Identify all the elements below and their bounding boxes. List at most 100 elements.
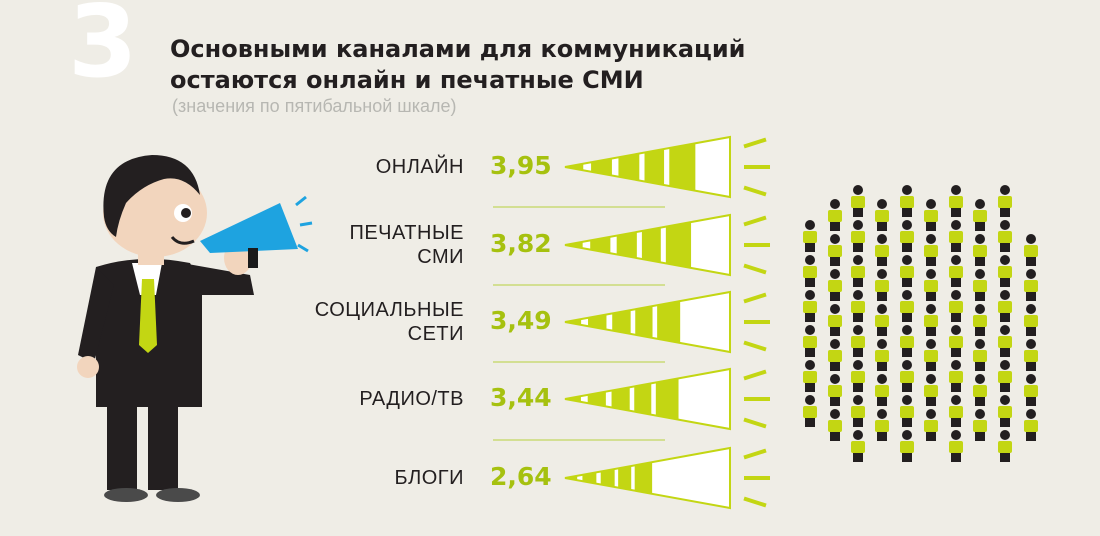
audience-person [875, 269, 889, 301]
audience-person [803, 255, 817, 287]
row-divider [493, 361, 665, 363]
audience-person [924, 304, 938, 336]
audience-person [949, 220, 963, 252]
audience-person [949, 325, 963, 357]
audience-person [924, 234, 938, 266]
audience-person [828, 339, 842, 371]
value-label: 3,44 [490, 383, 552, 412]
value-cone [564, 135, 731, 199]
audience-person [1024, 234, 1038, 266]
value-cone [564, 213, 731, 277]
audience-person [803, 220, 817, 252]
value-cone [564, 367, 731, 431]
audience-person [851, 255, 865, 287]
audience-person [949, 255, 963, 287]
audience-person [851, 430, 865, 462]
audience-person [875, 409, 889, 441]
audience-person [1024, 374, 1038, 406]
audience-person [924, 409, 938, 441]
audience-person [900, 360, 914, 392]
sound-dash [743, 263, 767, 275]
audience-person [803, 395, 817, 427]
audience-person [851, 395, 865, 427]
sound-dash [743, 496, 767, 508]
audience-person [851, 220, 865, 252]
title-line-2: остаются онлайн и печатные СМИ [170, 66, 644, 94]
category-label-line: ПЕЧАТНЫЕ [349, 222, 464, 244]
category-label: РАДИО/ТВ [264, 387, 464, 411]
sound-dash [743, 448, 767, 460]
value-label: 2,64 [490, 462, 552, 491]
category-label-line: БЛОГИ [394, 467, 464, 489]
audience-person [973, 409, 987, 441]
subtitle: (значения по пятибальной шкале) [172, 96, 457, 116]
audience-person [900, 220, 914, 252]
audience-person [803, 360, 817, 392]
audience-person [973, 304, 987, 336]
audience-person [949, 360, 963, 392]
sound-dash [743, 137, 767, 149]
audience-person [924, 339, 938, 371]
audience-person [924, 199, 938, 231]
speaker-figure [77, 155, 313, 502]
audience-person [851, 360, 865, 392]
audience-person [900, 325, 914, 357]
row-divider [493, 284, 665, 286]
audience-person [803, 325, 817, 357]
audience-person [1024, 409, 1038, 441]
audience-person [875, 304, 889, 336]
category-label-line: СМИ [417, 246, 464, 268]
title-line-1: Основными каналами для коммуникаций [170, 35, 746, 63]
audience-person [851, 325, 865, 357]
audience-person [900, 255, 914, 287]
value-label: 3,95 [490, 151, 552, 180]
audience-crowd [803, 185, 1038, 462]
audience-person [998, 290, 1012, 322]
audience-person [875, 234, 889, 266]
audience-person [949, 185, 963, 217]
audience-person [828, 199, 842, 231]
audience-person [998, 395, 1012, 427]
row-divider [493, 206, 665, 208]
audience-person [998, 220, 1012, 252]
sound-dash [743, 215, 767, 227]
category-label: СОЦИАЛЬНЫЕ СЕТИ [264, 298, 464, 346]
sound-dash [743, 185, 767, 197]
audience-person [949, 395, 963, 427]
audience-person [973, 339, 987, 371]
audience-person [1024, 339, 1038, 371]
audience-person [900, 290, 914, 322]
audience-person [998, 430, 1012, 462]
audience-person [851, 185, 865, 217]
audience-person [924, 374, 938, 406]
audience-person [803, 290, 817, 322]
audience-person [973, 374, 987, 406]
section-number: 3 [68, 0, 138, 100]
audience-person [924, 269, 938, 301]
category-label: ОНЛАЙН [264, 155, 464, 179]
category-label: БЛОГИ [264, 466, 464, 490]
row-divider [493, 439, 665, 441]
value-cone [564, 290, 731, 354]
audience-person [900, 185, 914, 217]
audience-person [851, 290, 865, 322]
category-label-line: СЕТИ [407, 323, 464, 345]
audience-person [828, 374, 842, 406]
category-label-line: РАДИО/ТВ [359, 388, 464, 410]
audience-person [828, 234, 842, 266]
audience-person [828, 304, 842, 336]
audience-person [973, 269, 987, 301]
audience-person [828, 269, 842, 301]
audience-person [900, 395, 914, 427]
audience-person [998, 360, 1012, 392]
value-cone [564, 446, 731, 510]
category-label-line: ОНЛАЙН [375, 156, 464, 178]
audience-person [875, 199, 889, 231]
audience-person [900, 430, 914, 462]
sound-dash [743, 417, 767, 429]
audience-person [973, 199, 987, 231]
audience-person [949, 430, 963, 462]
sound-dash [743, 292, 767, 304]
